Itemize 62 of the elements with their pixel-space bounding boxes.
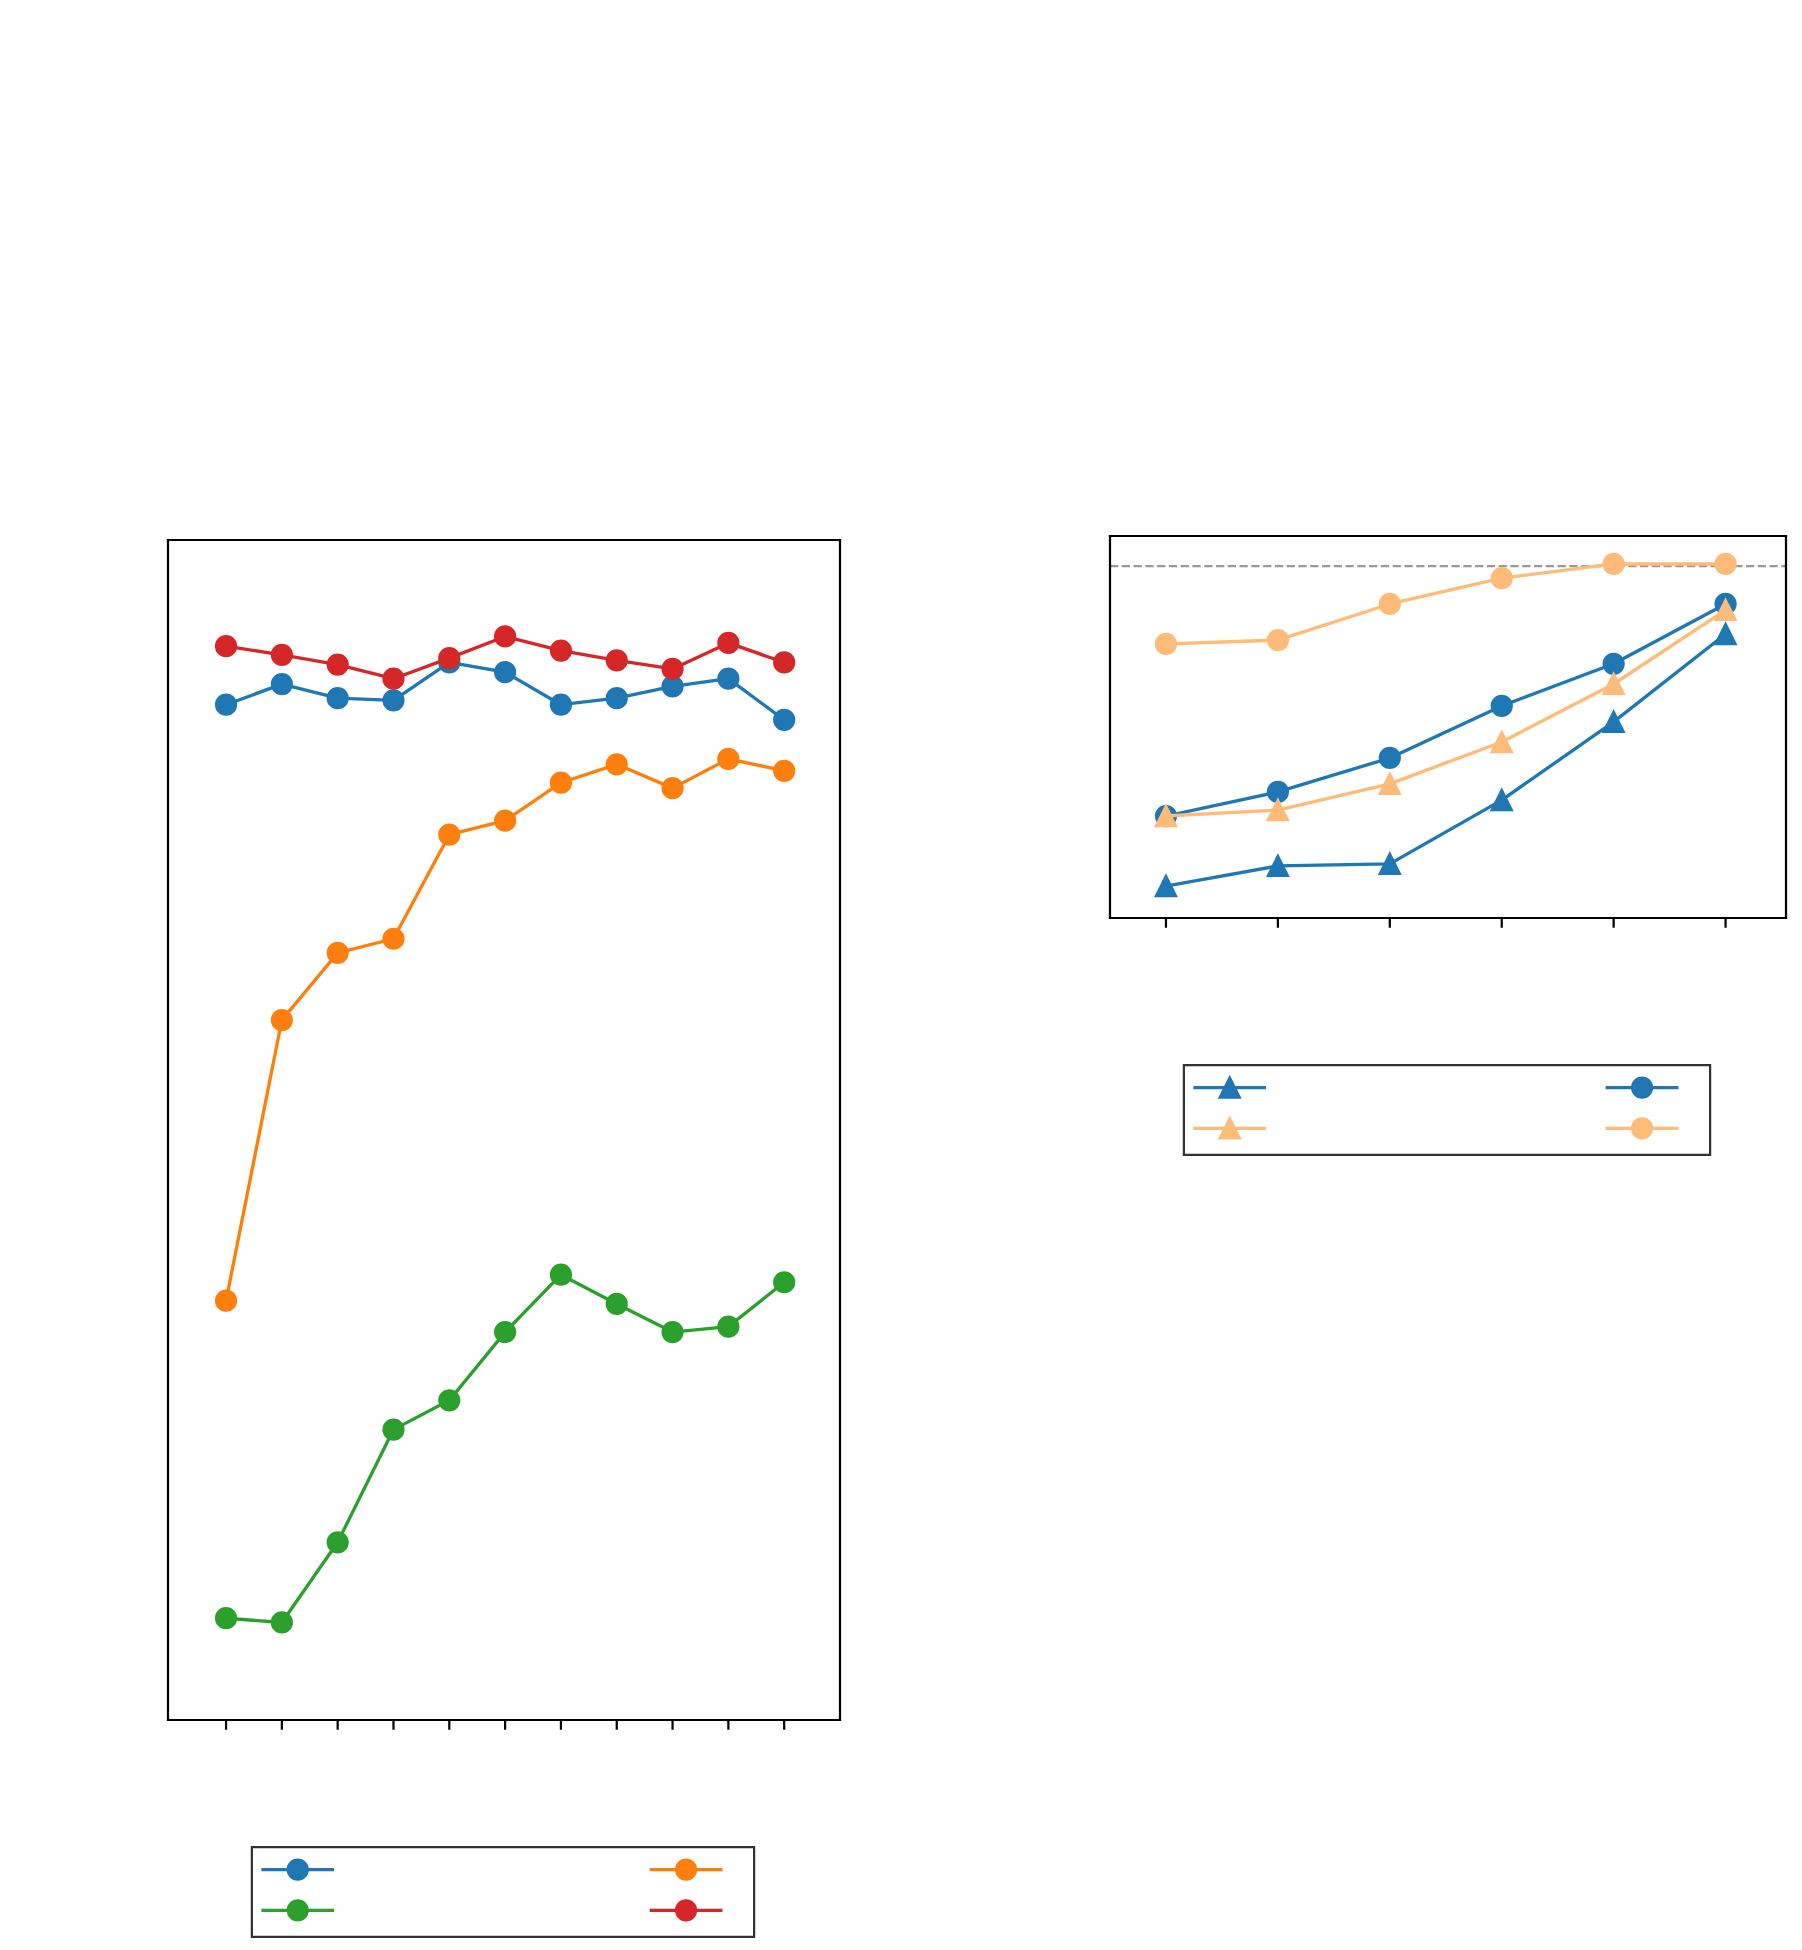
point xyxy=(1714,622,1737,646)
point xyxy=(1154,632,1178,656)
point xyxy=(382,667,405,690)
point xyxy=(1378,852,1401,875)
point xyxy=(1266,628,1289,652)
point xyxy=(717,747,740,770)
point xyxy=(382,689,405,712)
point xyxy=(1714,552,1737,576)
point xyxy=(605,649,628,672)
point xyxy=(494,661,517,684)
point xyxy=(270,643,293,666)
point xyxy=(549,771,573,794)
point xyxy=(326,653,349,676)
point xyxy=(1602,652,1625,675)
point xyxy=(605,753,628,776)
point xyxy=(438,823,461,846)
point xyxy=(1378,772,1401,795)
point xyxy=(773,651,796,674)
point xyxy=(214,1289,238,1312)
point xyxy=(214,635,238,658)
point xyxy=(1378,746,1401,770)
point xyxy=(1490,789,1513,812)
point xyxy=(661,657,684,681)
point xyxy=(1602,710,1625,733)
point xyxy=(326,941,349,964)
point xyxy=(773,1271,796,1294)
point xyxy=(1266,780,1289,804)
point xyxy=(214,1607,238,1630)
point xyxy=(605,687,628,710)
point xyxy=(1490,730,1513,754)
point xyxy=(326,1531,349,1554)
point xyxy=(773,759,796,782)
point xyxy=(1602,552,1625,576)
point xyxy=(773,708,796,731)
point xyxy=(494,809,517,832)
point xyxy=(1714,598,1737,622)
point xyxy=(717,1315,740,1338)
point xyxy=(717,667,740,690)
point xyxy=(494,1320,517,1344)
point xyxy=(1266,798,1289,822)
point xyxy=(605,1292,628,1316)
point xyxy=(214,693,238,716)
point xyxy=(1490,567,1513,590)
point xyxy=(270,673,293,696)
point xyxy=(661,777,684,800)
point xyxy=(717,631,740,655)
point xyxy=(270,1008,293,1032)
point xyxy=(1154,875,1178,898)
point xyxy=(1490,694,1513,718)
point xyxy=(549,693,573,716)
point xyxy=(438,1389,461,1412)
point xyxy=(549,1263,573,1286)
point xyxy=(270,1611,293,1634)
point xyxy=(549,639,573,662)
point xyxy=(661,1320,684,1344)
point xyxy=(382,927,405,950)
point xyxy=(1602,672,1625,696)
point xyxy=(1266,854,1289,878)
point xyxy=(494,625,517,648)
point xyxy=(326,687,349,710)
point xyxy=(382,1418,405,1441)
point xyxy=(1378,592,1401,616)
